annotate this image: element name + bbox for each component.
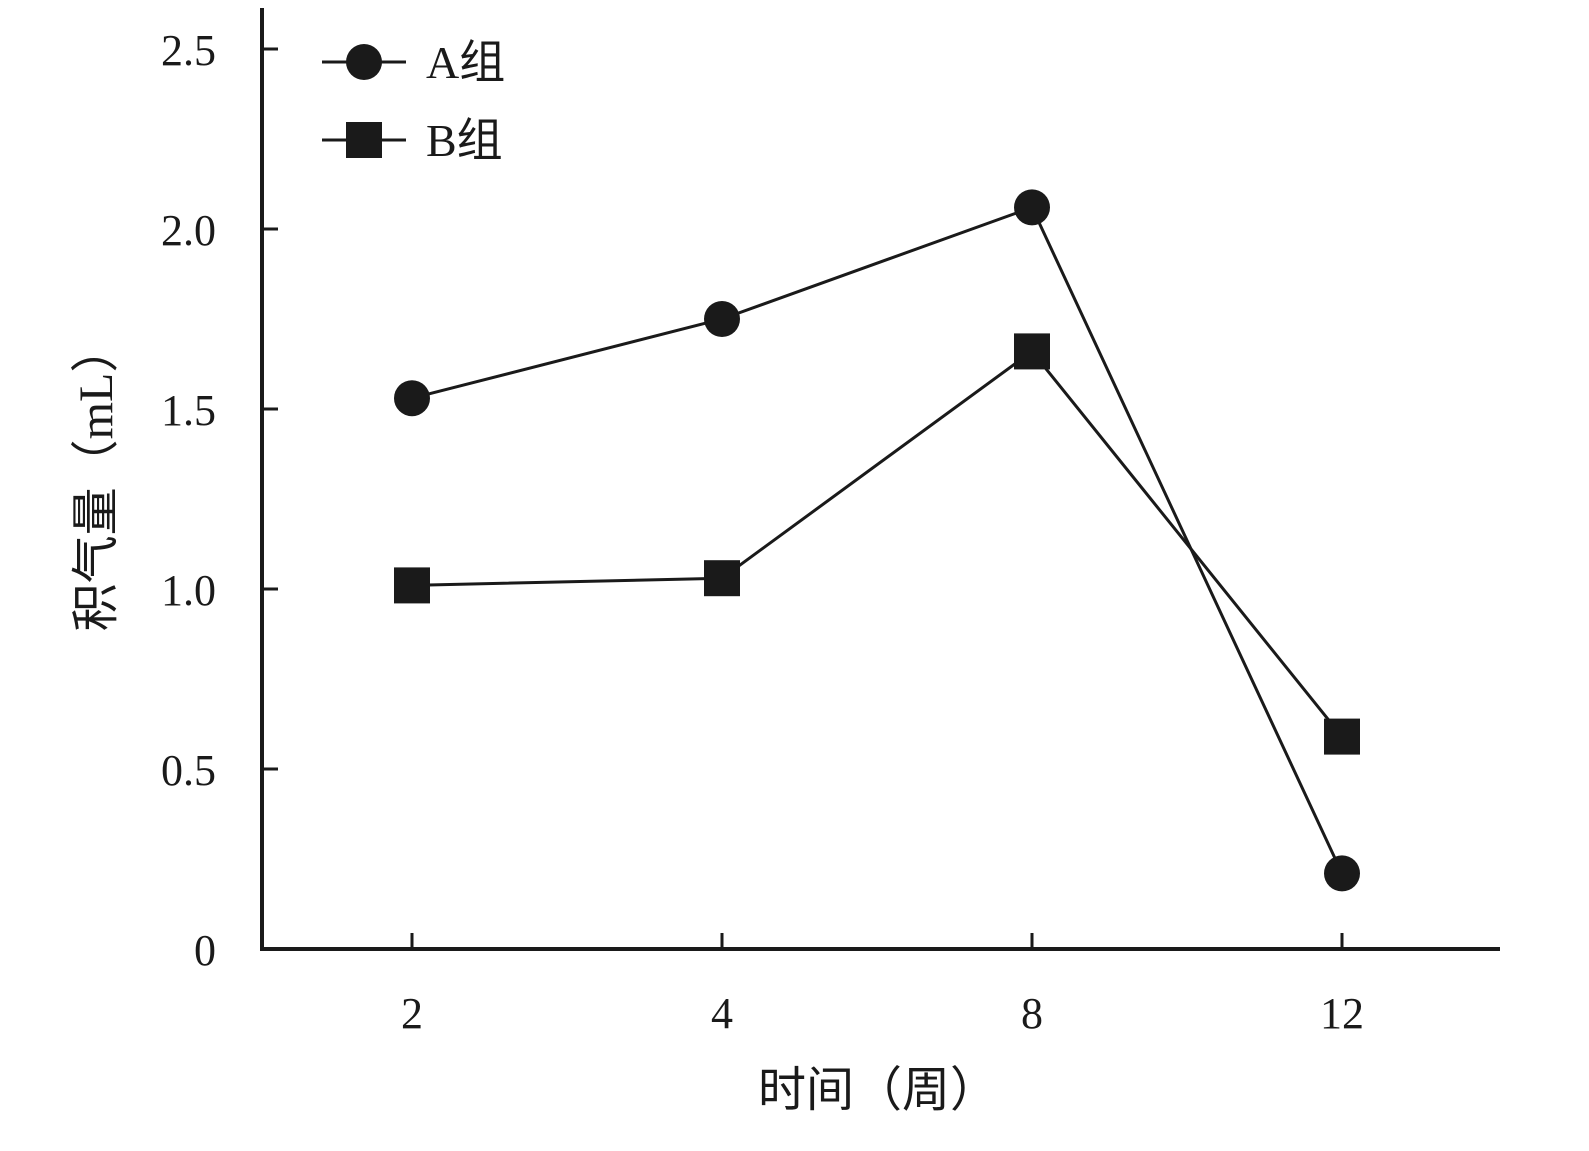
y-tick-label: 0.5 (161, 746, 216, 795)
x-axis-title: 时间（周） (758, 1064, 998, 1117)
legend-item: B组 (322, 115, 503, 166)
y-tick-label: 2.5 (161, 26, 216, 75)
series-line (411, 205, 1344, 875)
axes: 0 0.5 1.0 1.5 2.0 2.5 2 4 8 12 (161, 8, 1500, 1038)
legend-marker-square (346, 122, 382, 158)
data-point (1324, 718, 1360, 755)
legend-marker-circle (346, 44, 382, 80)
legend-label: A组 (426, 37, 505, 88)
y-tick-label: 2.0 (161, 206, 216, 255)
y-tick-label: 1.5 (161, 386, 216, 435)
data-point (1014, 333, 1050, 370)
data-point (1324, 855, 1360, 892)
x-tick-label: 2 (401, 989, 423, 1038)
legend: A组 B组 (322, 37, 505, 166)
y-tick-label: 0 (194, 926, 216, 975)
data-point (394, 567, 430, 604)
series-b (394, 333, 1360, 755)
x-tick-label: 8 (1021, 989, 1043, 1038)
series-line (411, 349, 1344, 738)
data-point (1014, 189, 1050, 226)
series-a (394, 189, 1360, 892)
series-layer (394, 189, 1360, 892)
x-tick-label: 12 (1320, 989, 1364, 1038)
y-tick-label: 1.0 (161, 566, 216, 615)
legend-item: A组 (322, 37, 505, 88)
y-axis-title: 积气量（mL） (70, 325, 123, 632)
x-tick-label: 4 (711, 989, 733, 1038)
data-point (704, 560, 740, 597)
data-point (704, 301, 740, 337)
data-point (394, 380, 430, 417)
legend-label: B组 (426, 115, 503, 166)
